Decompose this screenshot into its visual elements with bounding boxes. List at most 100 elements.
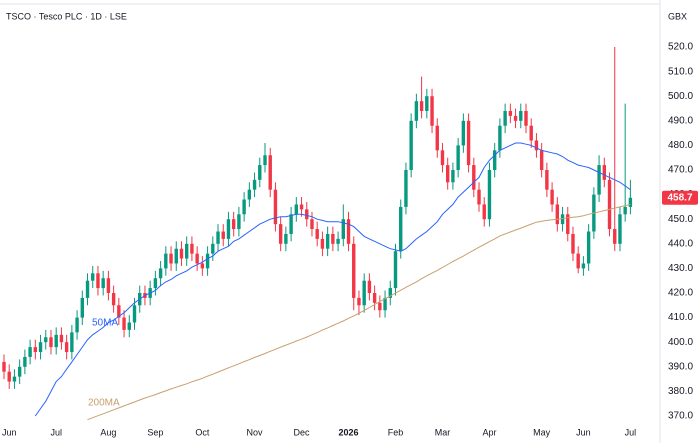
candle-body	[461, 120, 466, 146]
y-tick-label: 420.0	[668, 288, 693, 299]
x-tick-label: Dec	[294, 427, 311, 437]
candle-body	[12, 376, 17, 382]
y-tick-label: 480.0	[668, 140, 693, 151]
candle-body	[310, 219, 314, 230]
candle-body	[315, 229, 319, 239]
candle-body	[23, 356, 27, 367]
candle-body	[456, 145, 460, 171]
ma-line	[34, 142, 631, 417]
last-price-label: 458.7	[667, 192, 692, 203]
candle-body	[2, 361, 6, 372]
y-tick-label: 500.0	[668, 91, 693, 102]
candle-body	[153, 278, 158, 289]
x-tick-label: Nov	[247, 427, 264, 437]
candle-body	[628, 197, 633, 207]
candle-body	[278, 224, 283, 244]
y-tick-label: 510.0	[668, 66, 693, 77]
candle-body	[268, 155, 272, 190]
candle-body	[252, 179, 257, 190]
candle-body	[64, 342, 69, 353]
candle-body	[378, 302, 382, 311]
candle-body	[498, 125, 502, 151]
candle-body	[566, 214, 570, 234]
y-tick-label: 520.0	[668, 42, 693, 53]
candle-body	[75, 317, 79, 333]
candle-body	[226, 219, 231, 239]
candle-body	[205, 253, 210, 269]
candle-body	[341, 219, 345, 239]
candle-body	[336, 238, 340, 244]
candle-body	[623, 206, 627, 215]
candle-body	[383, 297, 387, 311]
candle-body	[539, 150, 544, 171]
candle-body	[446, 165, 450, 183]
candle-body	[59, 334, 64, 343]
candle-body	[216, 231, 220, 244]
candle-body	[487, 170, 492, 220]
candle-body	[466, 120, 471, 166]
x-tick-label: May	[533, 427, 551, 437]
candle-body	[33, 347, 38, 353]
x-tick-label: Mar	[435, 427, 451, 437]
candle-body	[519, 110, 523, 121]
chart-title: TSCO · Tesco PLC · 1D · LSE	[6, 11, 127, 21]
candle-body	[550, 189, 554, 205]
y-tick-label: 470.0	[668, 165, 693, 176]
candle-body	[127, 322, 131, 330]
candle-body	[38, 342, 43, 353]
candle-body	[430, 96, 434, 126]
x-tick-label: Jul	[50, 427, 62, 437]
y-tick-label: 440.0	[668, 238, 693, 249]
candle-body	[195, 253, 199, 264]
candle-body	[613, 229, 617, 244]
x-tick-label: Jun	[2, 427, 17, 437]
candle-body	[122, 317, 126, 330]
y-tick-label: 370.0	[668, 411, 693, 422]
candle-body	[273, 189, 278, 225]
candle-body	[602, 165, 606, 180]
candle-body	[435, 125, 439, 151]
candle-body	[388, 288, 392, 298]
candle-body	[357, 297, 361, 306]
y-tick-label: 450.0	[668, 214, 693, 225]
candle-body	[419, 101, 424, 111]
candle-body	[529, 125, 533, 141]
candle-body	[586, 231, 591, 264]
x-tick-label: Feb	[388, 427, 404, 437]
candle-body	[571, 233, 575, 254]
candle-body	[362, 280, 366, 306]
candle-body	[49, 337, 53, 348]
candle-body	[576, 253, 580, 269]
candle-body	[414, 101, 419, 121]
candle-body	[294, 204, 299, 215]
x-tick-label: Sep	[147, 427, 163, 437]
candle-body	[597, 165, 601, 195]
candle-body	[132, 305, 137, 323]
candle-body	[174, 248, 178, 264]
candle-body	[320, 238, 325, 249]
candle-body	[404, 170, 408, 207]
candle-body	[492, 150, 497, 171]
candle-body	[70, 332, 74, 353]
candle-body	[164, 253, 168, 269]
candle-body	[555, 204, 560, 225]
y-tick-label: 430.0	[668, 263, 693, 274]
candle-body	[299, 204, 304, 210]
y-tick-label: 490.0	[668, 115, 693, 126]
candle-body	[508, 110, 513, 116]
currency: GBX	[668, 11, 687, 21]
candle-body	[263, 155, 267, 166]
candle-body	[372, 292, 377, 303]
y-tick-label: 410.0	[668, 312, 693, 323]
candle-body	[237, 214, 241, 230]
candle-body	[534, 140, 539, 151]
candle-body	[503, 110, 507, 126]
candle-body	[451, 170, 455, 183]
candle-body	[158, 268, 163, 279]
candle-body	[472, 165, 476, 190]
candle-body	[44, 337, 48, 343]
candle-body	[231, 219, 236, 230]
candle-body	[111, 292, 116, 306]
candle-body	[425, 96, 429, 111]
